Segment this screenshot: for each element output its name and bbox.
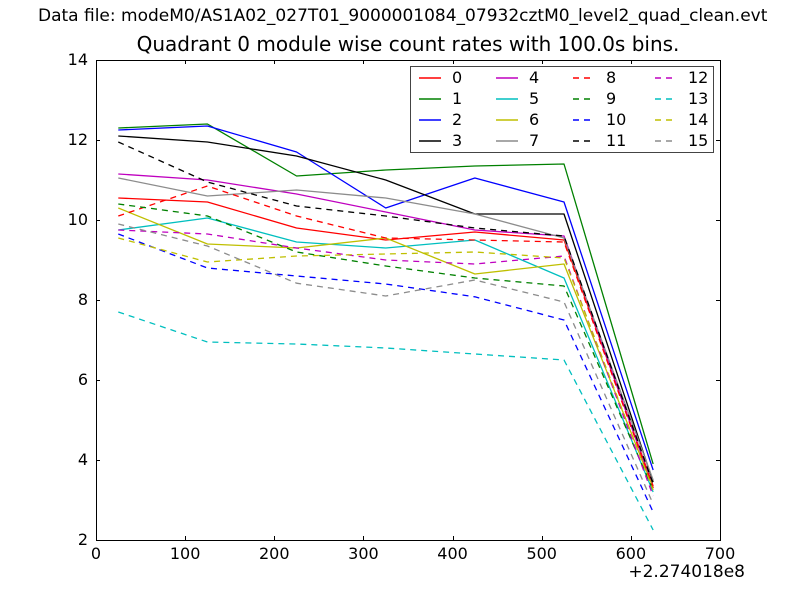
series-line-11 <box>118 141 654 485</box>
legend-label-5: 5 <box>529 89 539 108</box>
y-tick-label-4: 4 <box>78 450 88 469</box>
series-line-15 <box>118 223 654 505</box>
legend-label-15: 15 <box>688 131 708 150</box>
legend-label-7: 7 <box>529 131 539 150</box>
legend-label-2: 2 <box>452 110 462 129</box>
y-tick-label-12: 12 <box>68 130 88 149</box>
y-tick-label-6: 6 <box>78 370 88 389</box>
x-tick-label-500: 500 <box>526 544 557 563</box>
series-line-3 <box>118 135 654 483</box>
x-tick-label-300: 300 <box>348 544 379 563</box>
x-tick-label-200: 200 <box>259 544 290 563</box>
legend-label-0: 0 <box>452 68 462 87</box>
series-line-10 <box>118 233 654 513</box>
y-tick-label-2: 2 <box>78 530 88 549</box>
series-line-4 <box>118 173 654 489</box>
legend-label-8: 8 <box>606 68 616 87</box>
y-tick-label-14: 14 <box>68 50 88 69</box>
series-line-1 <box>118 123 654 465</box>
y-tick-label-10: 10 <box>68 210 88 229</box>
x-tick-label-100: 100 <box>170 544 201 563</box>
series-line-7 <box>118 177 654 481</box>
series-line-5 <box>118 217 654 493</box>
series-line-12 <box>118 229 654 497</box>
series-line-13 <box>118 311 654 531</box>
legend-label-9: 9 <box>606 89 616 108</box>
chart-title: Quadrant 0 module wise count rates with … <box>136 32 680 56</box>
series-line-0 <box>118 197 654 487</box>
x-tick-label-400: 400 <box>437 544 468 563</box>
y-tick-label-8: 8 <box>78 290 88 309</box>
legend-label-6: 6 <box>529 110 539 129</box>
legend-label-10: 10 <box>606 110 626 129</box>
x-tick-label-600: 600 <box>616 544 647 563</box>
legend-label-11: 11 <box>606 131 626 150</box>
series-line-9 <box>118 203 654 491</box>
series-line-14 <box>118 237 654 491</box>
legend-box <box>410 66 714 153</box>
legend-label-1: 1 <box>452 89 462 108</box>
series-line-6 <box>118 207 654 489</box>
x-tick-label-0: 0 <box>91 544 101 563</box>
legend-label-12: 12 <box>688 68 708 87</box>
legend-label-13: 13 <box>688 89 708 108</box>
legend-label-3: 3 <box>452 131 462 150</box>
series-line-8 <box>118 185 654 489</box>
x-tick-label-700: 700 <box>705 544 736 563</box>
legend-label-14: 14 <box>688 110 708 129</box>
legend-label-4: 4 <box>529 68 539 87</box>
series-line-2 <box>118 125 654 471</box>
datafile-label: Data file: modeM0/AS1A02_027T01_90000010… <box>38 6 768 26</box>
x-axis-offset-label: +2.274018e8 <box>628 562 745 582</box>
